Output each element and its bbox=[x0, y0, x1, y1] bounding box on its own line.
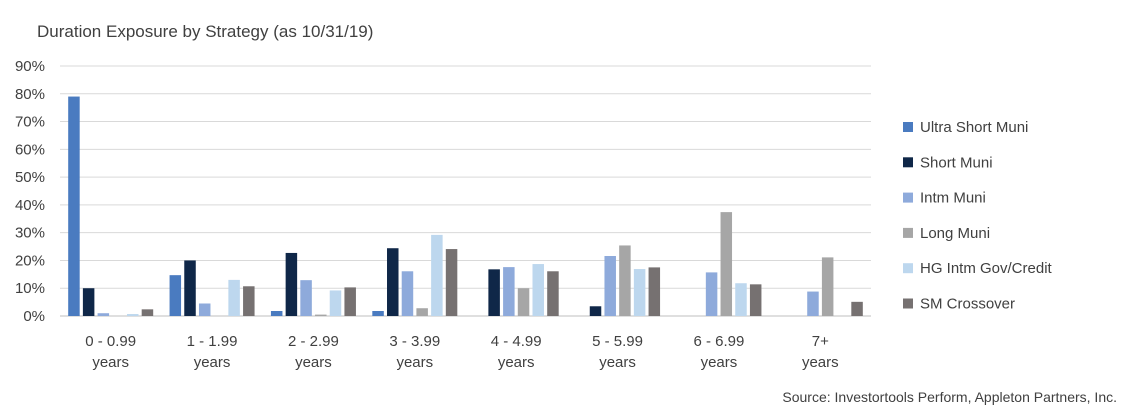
x-tick-label: 5 - 5.99 years bbox=[592, 333, 643, 371]
legend-item: Intm Muni bbox=[903, 190, 986, 207]
bar bbox=[851, 301, 863, 316]
x-tick-label: 4 - 4.99 years bbox=[491, 333, 542, 371]
y-tick-label: 90% bbox=[15, 58, 45, 75]
bar bbox=[243, 286, 255, 316]
bar bbox=[68, 96, 80, 316]
series-0 bbox=[68, 96, 384, 316]
legend-swatch bbox=[903, 227, 913, 238]
bar bbox=[589, 306, 602, 316]
chart-title: Duration Exposure by Strategy (as 10/31/… bbox=[37, 22, 373, 41]
legend-label: SM Crossover bbox=[920, 296, 1015, 313]
bar bbox=[82, 288, 95, 316]
x-tick-label: 1 - 1.99 years bbox=[187, 333, 238, 371]
bar bbox=[372, 311, 384, 316]
bar bbox=[633, 269, 646, 316]
source-note: Source: Investortools Perform, Appleton … bbox=[782, 389, 1117, 405]
legend-item: Short Muni bbox=[903, 154, 993, 171]
legend: Ultra Short Muni Short Muni Intm Muni Long … bbox=[903, 119, 1053, 313]
legend-item: Long Muni bbox=[903, 225, 990, 242]
bar bbox=[503, 267, 515, 316]
bar bbox=[807, 291, 819, 316]
bar bbox=[416, 308, 428, 316]
x-axis-ticks: 0 - 0.99 years 1 - 1.99 years 2 - 2.99 years 3… bbox=[85, 333, 838, 371]
legend-label: Ultra Short Muni bbox=[920, 119, 1028, 136]
y-tick-label: 0% bbox=[23, 308, 45, 325]
bar bbox=[401, 271, 414, 316]
legend-item: SM Crossover bbox=[903, 296, 1015, 313]
bar bbox=[735, 283, 747, 316]
bar bbox=[285, 252, 298, 316]
bar bbox=[270, 311, 283, 316]
bar bbox=[720, 212, 733, 316]
series-4 bbox=[126, 234, 747, 316]
legend-swatch bbox=[903, 122, 913, 132]
y-tick-label: 40% bbox=[15, 197, 45, 214]
bar bbox=[821, 257, 834, 316]
bar bbox=[315, 314, 327, 316]
y-tick-label: 70% bbox=[15, 114, 45, 131]
bar bbox=[749, 284, 762, 316]
y-tick-label: 50% bbox=[15, 169, 45, 186]
series-1 bbox=[82, 248, 602, 316]
bar bbox=[329, 290, 342, 316]
bar bbox=[126, 314, 139, 316]
x-tick-label: 3 - 3.99 years bbox=[389, 333, 440, 371]
bar bbox=[619, 245, 631, 316]
y-tick-label: 30% bbox=[15, 225, 45, 242]
bar bbox=[228, 279, 240, 316]
bar bbox=[604, 256, 616, 316]
legend-swatch bbox=[903, 192, 913, 203]
legend-swatch bbox=[903, 263, 913, 274]
series-2 bbox=[97, 256, 819, 316]
bar bbox=[488, 269, 500, 316]
y-tick-label: 20% bbox=[15, 252, 45, 269]
bar bbox=[445, 249, 458, 316]
x-tick-label: 6 - 6.99 years bbox=[694, 333, 745, 371]
bar bbox=[198, 303, 211, 316]
bar bbox=[344, 287, 356, 316]
y-tick-label: 10% bbox=[15, 280, 45, 297]
bar bbox=[648, 267, 661, 316]
bar bbox=[705, 272, 718, 316]
legend-item: Ultra Short Muni bbox=[903, 119, 1028, 136]
y-tick-label: 80% bbox=[15, 86, 45, 103]
x-tick-label: 2 - 2.99 years bbox=[288, 333, 339, 371]
x-tick-label: 0 - 0.99 years bbox=[85, 333, 136, 371]
series-5 bbox=[141, 249, 863, 316]
bar bbox=[169, 275, 182, 316]
y-axis-ticks: 0% 10% 20% 30% 40% 50% 60% 70% 80% 90% bbox=[15, 58, 45, 325]
series-3 bbox=[315, 212, 834, 316]
gridlines bbox=[60, 65, 871, 317]
bar bbox=[431, 234, 443, 316]
y-tick-label: 60% bbox=[15, 141, 45, 158]
bar bbox=[517, 288, 530, 316]
bar bbox=[387, 248, 399, 316]
legend-item: HG Intm Gov/Credit bbox=[903, 260, 1053, 277]
bar bbox=[97, 313, 110, 316]
legend-label: Short Muni bbox=[920, 154, 993, 171]
bar bbox=[300, 280, 312, 316]
legend-label: HG Intm Gov/Credit bbox=[920, 260, 1053, 277]
bar bbox=[141, 309, 154, 316]
legend-label: Intm Muni bbox=[920, 190, 986, 207]
bars bbox=[68, 96, 863, 316]
bar bbox=[547, 271, 559, 316]
legend-swatch bbox=[903, 298, 913, 309]
bar bbox=[184, 260, 196, 316]
bar bbox=[532, 264, 544, 316]
legend-label: Long Muni bbox=[920, 225, 990, 242]
x-tick-label: 7+ years bbox=[802, 333, 839, 371]
legend-swatch bbox=[903, 157, 913, 168]
